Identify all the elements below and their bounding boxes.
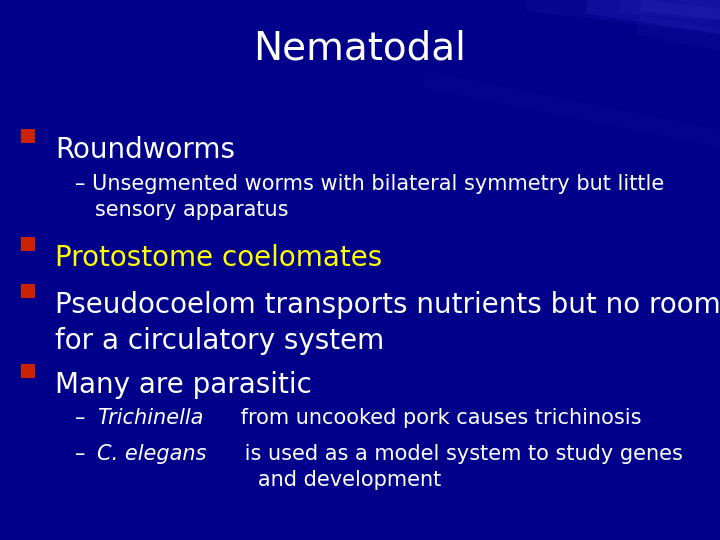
Text: C. elegans: C. elegans xyxy=(97,444,207,464)
Text: Many are parasitic: Many are parasitic xyxy=(55,371,312,399)
Text: Pseudocoelom transports nutrients but no room
for a circulatory system: Pseudocoelom transports nutrients but no… xyxy=(55,291,720,355)
FancyBboxPatch shape xyxy=(21,237,35,251)
Text: Roundworms: Roundworms xyxy=(55,136,235,164)
Text: Trichinella: Trichinella xyxy=(97,408,203,428)
Text: from uncooked pork causes trichinosis: from uncooked pork causes trichinosis xyxy=(234,408,642,428)
Text: Nematodal: Nematodal xyxy=(253,30,467,68)
Text: –: – xyxy=(75,444,92,464)
Text: is used as a model system to study genes
   and development: is used as a model system to study genes… xyxy=(238,444,683,490)
FancyBboxPatch shape xyxy=(21,284,35,298)
FancyBboxPatch shape xyxy=(21,364,35,378)
Text: – Unsegmented worms with bilateral symmetry but little
   sensory apparatus: – Unsegmented worms with bilateral symme… xyxy=(75,174,665,220)
Text: Protostome coelomates: Protostome coelomates xyxy=(55,244,382,272)
Text: –: – xyxy=(75,408,92,428)
FancyBboxPatch shape xyxy=(21,129,35,143)
